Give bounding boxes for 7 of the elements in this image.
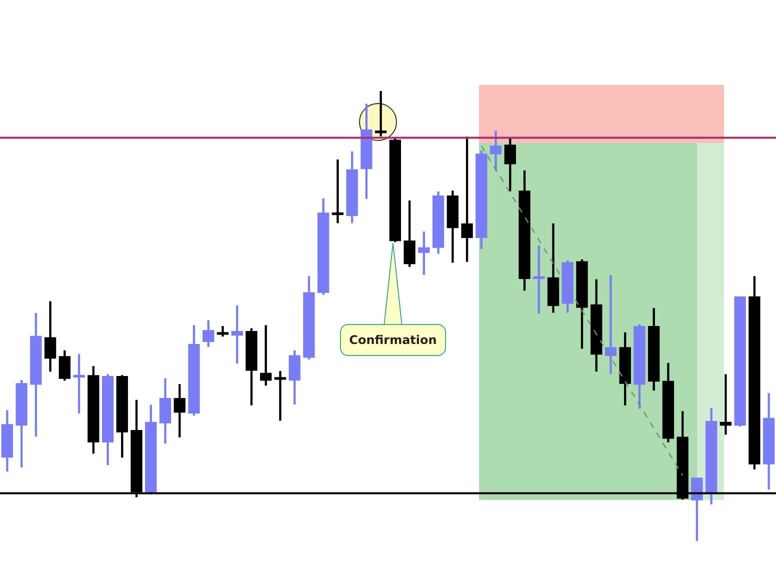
- candlestick: [274, 371, 286, 421]
- speech-bubble: Confirmation: [340, 242, 446, 356]
- annotation: Confirmation: [340, 324, 446, 356]
- candlestick: [374, 91, 387, 136]
- candlestick: [720, 374, 732, 435]
- candlestick: [604, 275, 617, 374]
- candlestick: [332, 160, 344, 224]
